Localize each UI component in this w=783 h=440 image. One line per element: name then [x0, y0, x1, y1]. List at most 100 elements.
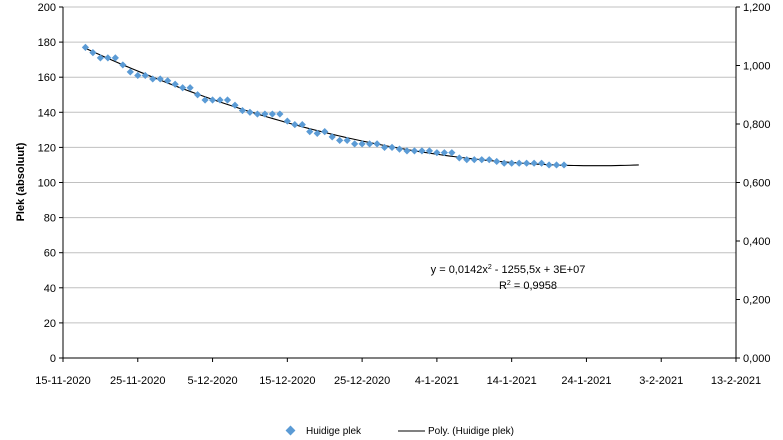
data-point	[298, 120, 306, 129]
data-point	[306, 128, 314, 136]
data-point	[156, 75, 164, 83]
data-point	[201, 96, 209, 104]
data-point	[328, 133, 336, 141]
y-tick-label: 40	[44, 283, 56, 295]
data-point	[425, 147, 434, 155]
data-point	[500, 159, 508, 167]
data-point	[351, 140, 359, 148]
data-point	[560, 161, 568, 169]
x-tick-label: 15-12-2020	[259, 375, 315, 387]
legend-label-huidige-plek: Huidige plek	[306, 426, 362, 437]
data-point	[231, 101, 239, 109]
data-point	[403, 147, 411, 155]
data-point	[358, 140, 366, 148]
x-tick-label: 5-12-2020	[187, 375, 237, 387]
data-point	[268, 110, 276, 118]
data-point	[463, 156, 471, 164]
x-tick-label: 25-12-2020	[334, 375, 390, 387]
data-point	[448, 149, 456, 157]
data-point	[246, 108, 254, 116]
data-point	[89, 49, 97, 57]
y2-tick-label: 1,200	[743, 2, 771, 14]
equation-annotation: y = 0,0142x2 - 1255,5x + 3E+07	[431, 264, 586, 276]
data-point	[283, 117, 291, 125]
r-squared-rest: = 0,9958	[511, 280, 557, 292]
data-point	[380, 143, 389, 151]
data-point	[343, 136, 351, 144]
r-squared-sup: 2	[507, 280, 511, 287]
data-point	[186, 84, 194, 92]
data-point	[291, 120, 299, 129]
x-tick-label: 14-1-2021	[487, 375, 537, 387]
data-point	[276, 110, 284, 118]
y-axis-ticks: 0 20 40 60 80 100 120 140 160 180 200	[38, 2, 63, 365]
data-point	[478, 156, 486, 164]
data-point	[171, 80, 179, 88]
y2-tick-label: 0,000	[743, 353, 771, 365]
x-tick-label: 25-11-2020	[110, 375, 165, 387]
y-tick-label: 80	[44, 213, 56, 225]
equation-sup: 2	[488, 264, 492, 271]
data-point	[194, 91, 202, 99]
data-point	[238, 106, 247, 115]
y-tick-label: 60	[44, 248, 56, 260]
r-squared-annotation: R2 = 0,9958	[499, 280, 557, 292]
y2-tick-label: 0,200	[743, 295, 771, 307]
y2-tick-label: 1,000	[743, 61, 771, 73]
legend-label-poly: Poly. (Huidige plek)	[428, 426, 514, 437]
y-tick-label: 180	[38, 37, 56, 49]
data-point	[537, 159, 546, 167]
data-point	[313, 129, 321, 137]
data-point	[418, 147, 426, 155]
data-point	[373, 140, 381, 148]
data-point	[410, 147, 419, 155]
x-tick-label: 13-2-2021	[711, 375, 761, 387]
y-tick-label: 200	[38, 2, 56, 14]
data-point	[433, 149, 441, 157]
y2-tick-label: 0,800	[743, 119, 771, 131]
data-point	[440, 149, 448, 157]
data-point	[365, 140, 374, 148]
data-point	[96, 54, 104, 62]
y2-tick-label: 0,400	[743, 236, 771, 248]
data-point	[485, 156, 493, 164]
data-point	[261, 110, 269, 118]
data-point	[321, 128, 329, 136]
y2-tick-label: 0,600	[743, 178, 771, 190]
y-tick-label: 120	[38, 142, 56, 154]
data-point	[104, 54, 112, 62]
data-point	[515, 159, 523, 167]
data-point	[388, 143, 396, 151]
y-tick-label: 140	[38, 107, 56, 119]
equation-text: y = 0,0142x	[431, 264, 489, 276]
data-point	[111, 54, 119, 62]
data-point	[336, 136, 344, 144]
data-points	[81, 43, 568, 169]
data-point	[216, 96, 224, 104]
equation-rest: - 1255,5x + 3E+07	[492, 264, 586, 276]
r-squared-text: R	[499, 280, 507, 292]
data-point	[508, 159, 516, 167]
y-tick-label: 20	[44, 318, 56, 330]
legend-marker-huidige-plek	[285, 425, 296, 436]
data-point	[149, 75, 157, 83]
data-point	[223, 96, 232, 104]
data-point	[81, 43, 90, 51]
data-point	[253, 110, 262, 118]
x-tick-label: 24-1-2021	[561, 375, 611, 387]
data-point	[134, 71, 142, 80]
data-point	[455, 154, 463, 162]
data-point	[493, 157, 501, 166]
x-tick-label: 15-11-2020	[35, 375, 90, 387]
legend: Huidige plek Poly. (Huidige plek)	[285, 425, 514, 437]
y-tick-label: 0	[50, 353, 56, 365]
data-point	[164, 77, 172, 85]
data-point	[141, 71, 149, 80]
y-tick-label: 160	[38, 72, 56, 84]
x-tick-label: 3-2-2021	[639, 375, 683, 387]
data-point	[523, 159, 531, 167]
data-point	[119, 61, 127, 69]
y-tick-label: 100	[38, 178, 56, 190]
x-axis-ticks: 15-11-2020 25-11-2020 5-12-2020 15-12-2020 2…	[35, 358, 761, 387]
